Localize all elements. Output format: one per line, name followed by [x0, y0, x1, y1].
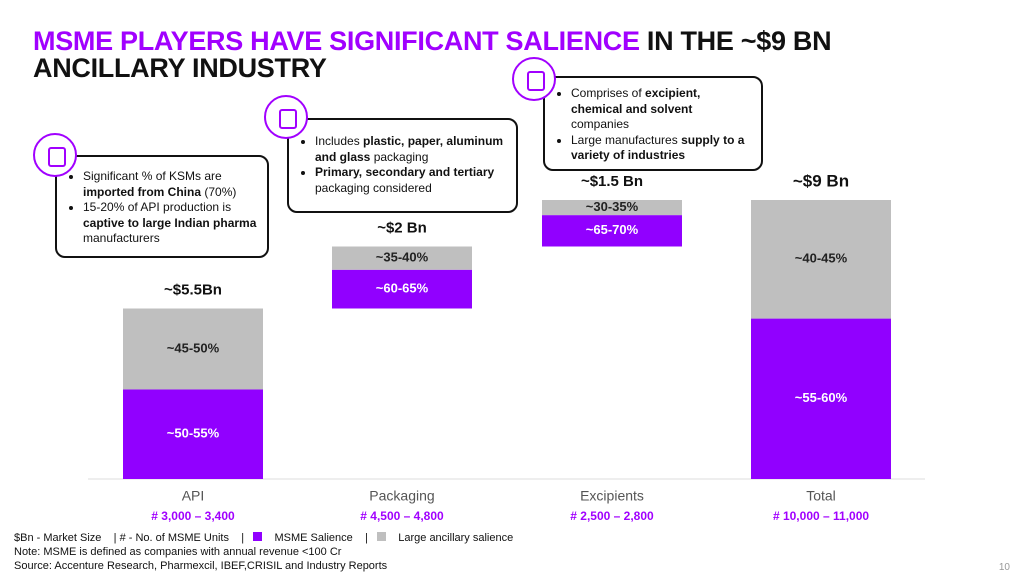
bar-segment	[332, 269, 472, 309]
callout: Comprises of excipient, chemical and sol…	[543, 76, 763, 171]
segment-label: ~60-65%	[376, 281, 429, 296]
total-label: ~$1.5 Bn	[581, 173, 643, 190]
bar-segment	[123, 308, 263, 390]
total-label: ~$9 Bn	[793, 171, 849, 190]
page-number: 10	[998, 562, 1010, 573]
total-label: ~$2 Bn	[377, 219, 427, 236]
key-units: # - No. of MSME Units	[119, 532, 229, 544]
category-label: Total	[806, 488, 836, 504]
title: MSME PLAYERS HAVE SIGNIFICANT SALIENCE I…	[33, 26, 832, 83]
total-label: ~$5.5Bn	[164, 281, 222, 298]
callout-text: (70%)	[201, 184, 237, 199]
callout: Significant % of KSMs are imported from …	[55, 155, 269, 258]
segment-label: ~30-35%	[586, 199, 639, 214]
callout-text: Significant % of KSMs are	[83, 169, 222, 183]
callout: Includes plastic, paper, aluminum and gl…	[287, 118, 518, 213]
callout-text: manufacturers	[83, 231, 160, 245]
legend-label: MSME Salience	[274, 532, 353, 544]
title-highlight: MSME PLAYERS HAVE SIGNIFICANT SALIENCE	[33, 26, 640, 56]
callout-icon	[33, 133, 77, 177]
callout-text: packaging	[370, 149, 429, 164]
callout-text: Large manufactures	[571, 132, 682, 147]
category-label: Packaging	[369, 488, 434, 504]
category-label: Excipients	[580, 488, 644, 504]
callout-text: imported from China	[83, 184, 202, 199]
callout-text: Comprises of	[571, 86, 646, 100]
bar-segment	[332, 246, 472, 270]
callout-text: supply to a variety of industries	[571, 132, 745, 163]
key-market: $Bn - Market Size	[14, 532, 102, 544]
callout-text: plastic, paper, aluminum and glass	[315, 134, 504, 164]
legend-swatch	[253, 532, 263, 541]
source: Source: Accenture Research, Pharmexcil, …	[14, 560, 388, 572]
legend: $Bn - Market Size | # - No. of MSME Unit…	[14, 532, 514, 544]
note: Note: MSME is defined as companies with …	[14, 546, 342, 558]
callout-item: Large manufactures supply to a variety o…	[571, 133, 751, 164]
callout-item: Significant % of KSMs are imported from …	[83, 169, 257, 200]
callout-text: captive to large Indian pharma	[83, 215, 257, 230]
legend-label: Large ancillary salience	[398, 532, 514, 544]
callout-text: Includes	[315, 134, 364, 148]
segment-label: ~35-40%	[376, 250, 429, 265]
callout-item: 15-20% of API production is captive to l…	[83, 200, 257, 247]
segment-label: ~55-60%	[795, 390, 848, 405]
bar-segment	[542, 215, 682, 247]
segment-label: ~50-55%	[167, 426, 220, 441]
bar-segment	[751, 200, 891, 319]
count-label: # 4,500 – 4,800	[360, 509, 444, 523]
callout-item: Includes plastic, paper, aluminum and gl…	[315, 134, 506, 165]
callout-text: packaging considered	[315, 180, 432, 195]
callout-text: 15-20% of API production is	[83, 200, 232, 214]
callout-text: companies	[571, 117, 630, 131]
category-label: API	[182, 488, 205, 504]
callout-icon	[512, 57, 556, 101]
callout-icon	[264, 95, 308, 139]
count-label: # 3,000 – 3,400	[151, 509, 235, 523]
callout-text: excipient, chemical and solvent	[571, 86, 701, 116]
segment-label: ~65-70%	[586, 222, 639, 237]
bar-segment	[751, 318, 891, 479]
bar-segment	[542, 200, 682, 216]
segment-label: ~45-50%	[167, 340, 220, 355]
count-label: # 2,500 – 2,800	[570, 509, 654, 523]
title-rest: IN THE ~$9 BN	[646, 26, 832, 56]
callout-text: Primary, secondary and tertiary	[315, 165, 495, 179]
callout-item: Primary, secondary and tertiary packagin…	[315, 165, 506, 196]
segment-label: ~40-45%	[795, 251, 848, 266]
legend-swatch	[377, 532, 387, 541]
callout-item: Comprises of excipient, chemical and sol…	[571, 86, 751, 133]
title-line2: ANCILLARY INDUSTRY	[33, 53, 327, 83]
bar-segment	[123, 389, 263, 479]
count-label: # 10,000 – 11,000	[773, 509, 869, 523]
